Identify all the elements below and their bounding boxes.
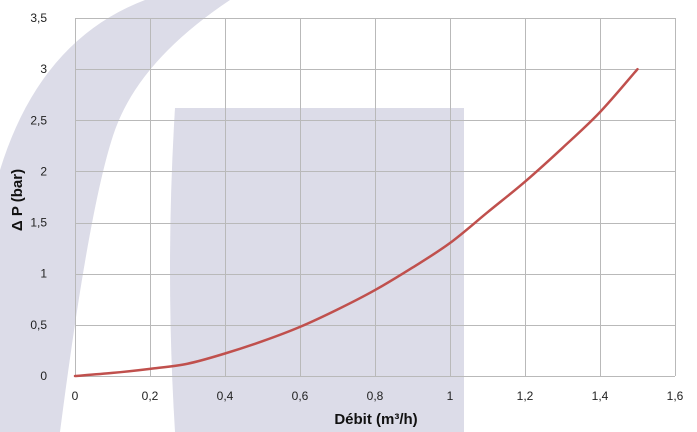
y-tick-label: 3 bbox=[40, 62, 47, 76]
x-tick-label: 0,4 bbox=[217, 389, 234, 403]
series-line bbox=[73, 67, 639, 378]
x-axis-ticks: 0 0,2 0,4 0,6 0,8 1 1,2 1,4 1,6 bbox=[72, 389, 684, 403]
y-axis-ticks: 0 0,5 1 1,5 2 2,5 3 3,5 bbox=[30, 11, 47, 383]
watermark-block bbox=[170, 108, 464, 432]
watermark-arc bbox=[0, 0, 230, 432]
y-tick-label: 3,5 bbox=[30, 11, 47, 25]
y-tick-label: 2,5 bbox=[30, 113, 47, 127]
y-tick-label: 1 bbox=[40, 267, 47, 281]
x-axis-title: Débit (m³/h) bbox=[334, 411, 417, 428]
x-tick-label: 0,6 bbox=[292, 389, 309, 403]
series-layer bbox=[73, 67, 639, 378]
y-tick-label: 0,5 bbox=[30, 318, 47, 332]
x-tick-label: 0,8 bbox=[367, 389, 384, 403]
x-tick-label: 1,2 bbox=[517, 389, 534, 403]
x-tick-label: 1,6 bbox=[667, 389, 684, 403]
watermark-logo bbox=[0, 0, 464, 432]
x-tick-label: 1 bbox=[447, 389, 454, 403]
x-tick-label: 0,2 bbox=[142, 389, 159, 403]
y-tick-label: 2 bbox=[40, 164, 47, 178]
x-tick-label: 1,4 bbox=[592, 389, 609, 403]
x-tick-label: 0 bbox=[72, 389, 79, 403]
y-tick-label: 0 bbox=[40, 369, 47, 383]
y-axis-title: Δ P (bar) bbox=[9, 169, 26, 231]
grid bbox=[75, 18, 676, 377]
y-tick-label: 1,5 bbox=[30, 216, 47, 230]
